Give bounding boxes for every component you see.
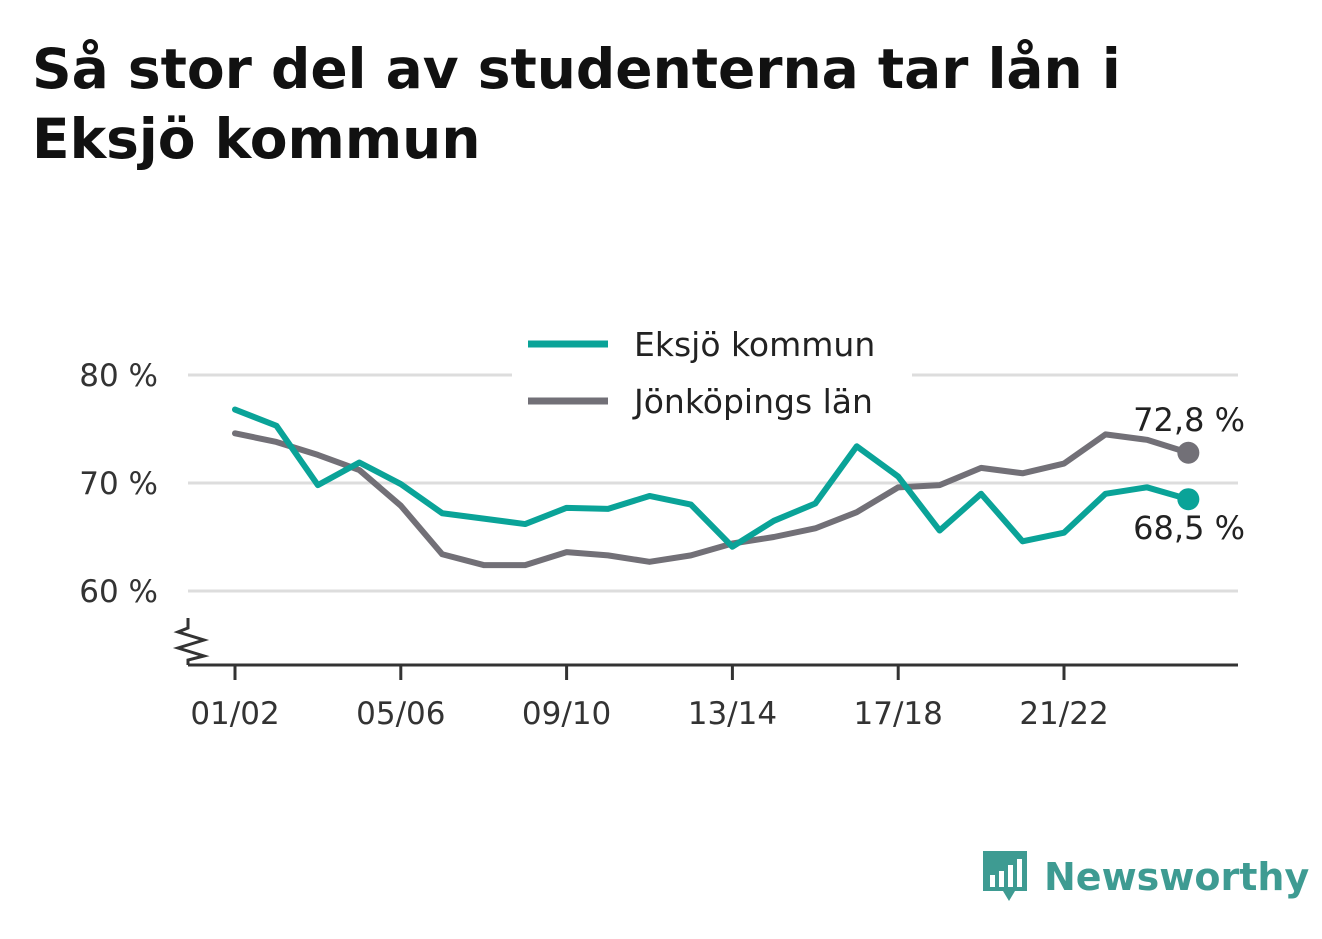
axis-break-icon — [172, 618, 210, 665]
y-tick-label: 80 % — [79, 358, 158, 394]
y-tick-label: 70 % — [79, 466, 158, 502]
series-endpoint-eksjo — [1177, 488, 1200, 511]
legend: Eksjö kommun Jönköpings län — [512, 318, 912, 430]
legend-background — [512, 318, 912, 430]
x-axis-ticks: 01/02 05/06 09/10 13/14 17/18 21/22 — [190, 665, 1109, 732]
end-label-lan: 72,8 % — [1133, 401, 1245, 439]
x-tick-label: 09/10 — [522, 696, 611, 732]
end-label-eksjo: 68,5 % — [1133, 509, 1245, 547]
x-tick-label: 21/22 — [1019, 696, 1108, 732]
end-labels: 72,8 % 68,5 % — [1133, 401, 1245, 547]
newsworthy-logo: Newsworthy — [980, 845, 1309, 909]
legend-label: Eksjö kommun — [634, 325, 875, 364]
newsworthy-logo-icon — [983, 851, 1027, 901]
x-tick-label: 05/06 — [356, 696, 445, 732]
series-line-eksjo — [232, 406, 1192, 550]
brand-name: Newsworthy — [1044, 855, 1310, 899]
series-lines — [232, 406, 1200, 569]
legend-label: Jönköpings län — [632, 382, 873, 421]
y-axis-ticks: 60 % 70 % 80 % — [79, 358, 158, 610]
y-tick-label: 60 % — [79, 574, 158, 610]
chart-title: Så stor del av studenterna tar lån i Eks… — [32, 37, 1121, 171]
x-tick-label: 17/18 — [854, 696, 943, 732]
x-tick-label: 01/02 — [190, 696, 279, 732]
x-axis — [172, 618, 1238, 667]
x-tick-label: 13/14 — [688, 696, 777, 732]
series-endpoint-lan — [1177, 441, 1200, 464]
series-line-lan — [232, 430, 1192, 569]
